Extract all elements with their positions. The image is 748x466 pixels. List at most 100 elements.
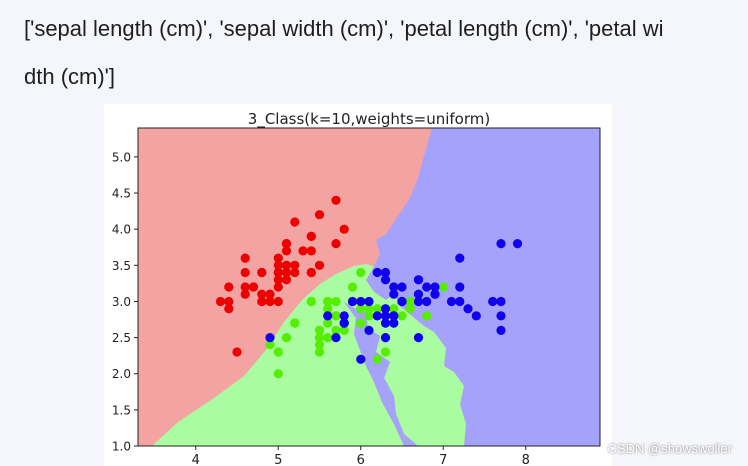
data-point-class-0 — [306, 267, 316, 278]
data-point-class-2 — [380, 333, 391, 343]
data-point-class-1 — [273, 369, 283, 379]
x-tick-label: 6 — [357, 453, 365, 466]
data-point-class-0 — [281, 267, 292, 278]
data-point-class-2 — [389, 311, 399, 321]
data-point-class-2 — [455, 253, 465, 263]
data-point-class-0 — [265, 289, 275, 299]
data-point-class-0 — [298, 246, 308, 256]
data-point-class-0 — [281, 246, 292, 256]
data-point-class-1 — [364, 311, 374, 321]
y-tick-label: 4.0 — [112, 223, 131, 237]
data-point-class-0 — [257, 267, 267, 278]
data-point-class-1 — [356, 318, 366, 328]
data-point-class-0 — [273, 282, 283, 292]
code-output-line-2: dth (cm)'] — [24, 64, 115, 89]
data-point-class-0 — [265, 296, 275, 307]
x-tick-label: 7 — [439, 453, 447, 466]
data-point-class-1 — [290, 318, 300, 328]
data-point-class-0 — [306, 246, 316, 256]
data-point-class-2 — [372, 311, 382, 321]
y-tick-label: 2.5 — [112, 331, 131, 345]
data-point-class-2 — [430, 282, 440, 292]
data-point-class-1 — [372, 354, 382, 364]
data-point-class-2 — [389, 318, 399, 328]
data-point-class-2 — [323, 311, 333, 321]
data-point-class-2 — [496, 296, 506, 307]
data-point-class-0 — [273, 253, 283, 263]
data-point-class-1 — [323, 318, 333, 328]
data-point-class-0 — [257, 296, 267, 307]
data-point-class-2 — [413, 275, 424, 285]
data-point-class-1 — [389, 304, 399, 314]
y-tick-label: 1.0 — [112, 440, 131, 454]
data-point-class-1 — [314, 333, 325, 343]
code-output-line-1: ['sepal length (cm)', 'sepal width (cm)'… — [24, 16, 664, 41]
data-point-class-2 — [430, 289, 440, 299]
data-point-class-2 — [372, 267, 382, 278]
data-point-class-0 — [314, 260, 325, 270]
data-point-class-2 — [265, 333, 275, 343]
data-point-class-2 — [413, 333, 424, 343]
data-point-class-2 — [488, 296, 498, 307]
data-point-class-2 — [389, 282, 399, 292]
data-point-class-2 — [389, 289, 399, 299]
data-points — [215, 195, 523, 379]
data-point-class-0 — [224, 304, 234, 314]
region-class-2-island — [344, 302, 418, 446]
data-point-class-2 — [413, 296, 424, 307]
csdn-watermark: CSDN @showswoller — [607, 441, 732, 456]
data-point-class-2 — [339, 318, 349, 328]
data-point-class-1 — [347, 282, 358, 292]
data-point-class-0 — [281, 275, 292, 285]
y-tick-label: 3.5 — [112, 259, 131, 273]
data-point-class-0 — [314, 210, 325, 220]
data-point-class-2 — [356, 354, 366, 364]
data-point-class-0 — [232, 347, 242, 357]
data-point-class-0 — [331, 195, 341, 205]
data-point-class-0 — [240, 267, 250, 278]
data-point-class-1 — [397, 311, 407, 321]
data-point-class-2 — [422, 282, 432, 292]
data-point-class-2 — [331, 333, 341, 343]
data-point-class-0 — [224, 282, 234, 292]
data-point-class-2 — [397, 282, 407, 292]
data-point-class-1 — [405, 296, 415, 307]
data-point-class-0 — [339, 224, 349, 234]
data-point-class-1 — [314, 325, 325, 335]
data-point-class-1 — [438, 282, 448, 292]
data-point-class-0 — [290, 217, 300, 227]
data-point-class-0 — [281, 239, 292, 249]
data-point-class-0 — [290, 267, 300, 278]
x-axis-ticks: 4 5 6 7 8 — [192, 446, 530, 466]
data-point-class-1 — [422, 311, 432, 321]
data-point-class-1 — [364, 304, 374, 314]
data-point-class-0 — [273, 267, 283, 278]
data-point-class-2 — [380, 318, 391, 328]
data-point-class-1 — [306, 296, 316, 307]
data-point-class-1 — [331, 311, 341, 321]
data-point-class-0 — [273, 275, 283, 285]
data-point-class-2 — [413, 289, 424, 299]
data-point-class-1 — [356, 304, 366, 314]
data-point-class-1 — [273, 347, 283, 357]
data-point-class-0 — [281, 260, 292, 270]
data-point-class-1 — [356, 267, 366, 278]
data-point-class-2 — [496, 325, 506, 335]
data-point-class-0 — [257, 289, 267, 299]
data-point-class-1 — [372, 304, 382, 314]
data-point-class-1 — [314, 347, 325, 357]
data-point-class-2 — [455, 296, 465, 307]
chart-title: 3_Class(k=10,weights=uniform) — [248, 110, 490, 129]
data-point-class-2 — [397, 296, 407, 307]
data-point-class-0 — [248, 282, 259, 292]
data-point-class-0 — [240, 282, 250, 292]
data-point-class-2 — [471, 311, 481, 321]
region-class-2 — [366, 128, 600, 446]
data-point-class-0 — [224, 296, 234, 307]
data-point-class-0 — [331, 239, 341, 249]
data-point-class-0 — [240, 253, 250, 263]
data-point-class-0 — [306, 231, 316, 241]
data-point-class-1 — [405, 304, 415, 314]
